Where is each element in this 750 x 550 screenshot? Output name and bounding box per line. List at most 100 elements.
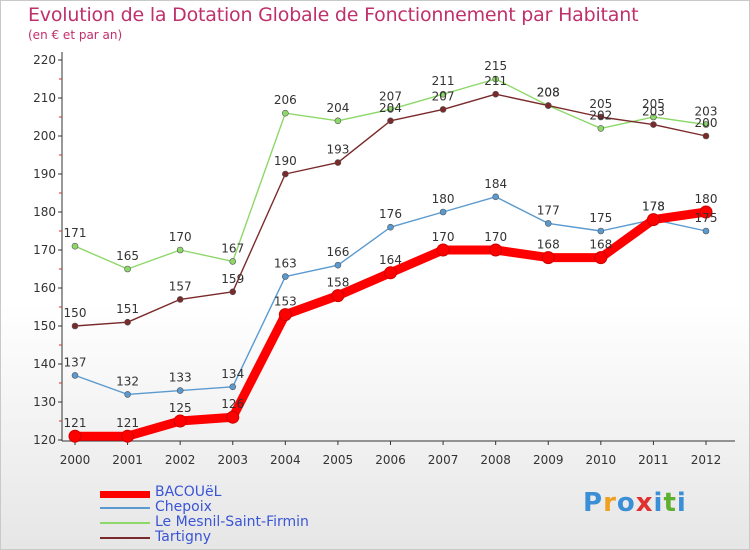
y-tick-label: 180 [33,205,56,219]
data-point [334,117,342,125]
data-point [176,296,184,303]
data-label: 175 [695,211,718,225]
data-point [541,251,555,265]
data-label: 159 [221,272,244,286]
y-tick-label: 130 [33,395,56,409]
data-point [229,383,237,391]
x-tick-label: 2004 [270,453,301,467]
data-label: 203 [695,105,718,119]
data-point [282,273,289,280]
data-label: 157 [169,279,192,293]
data-point [597,125,605,132]
x-tick-label: 2008 [480,453,511,467]
data-label: 205 [589,97,612,111]
data-label: 207 [379,89,402,103]
data-point [646,213,660,227]
data-point [173,414,187,428]
data-label: 121 [64,416,87,430]
legend-label-chepoix: Chepoix [155,499,212,515]
data-label: 170 [169,230,192,244]
y-tick-label: 190 [33,167,56,181]
data-point [387,106,394,113]
data-label: 125 [169,401,192,415]
data-point [439,106,447,113]
legend-swatch-tartigny [100,537,150,539]
logo-letter: i [676,488,687,518]
data-label: 208 [537,86,560,100]
x-tick-label: 2012 [691,453,722,467]
y-tick-label: 170 [33,243,56,257]
data-point [489,243,503,257]
legend-swatch-chepoix [100,507,150,509]
data-point [387,117,394,125]
legend-label-mesnil: Le Mesnil-Saint-Firmin [155,514,309,530]
y-tick-label: 120 [33,433,56,447]
proxiti-logo: Proxiti [583,488,687,518]
data-label: 200 [695,116,718,130]
data-point [226,410,240,424]
legend-label-bacouel: BACOUëL [155,484,222,500]
data-label: 167 [221,241,244,255]
data-label: 184 [484,177,507,191]
data-point [702,132,710,140]
y-tick-label: 220 [33,53,56,67]
data-label: 203 [642,105,665,119]
data-point [702,121,710,128]
data-label: 208 [537,86,560,100]
data-point [436,243,450,257]
data-point [71,372,79,379]
data-label: 166 [326,245,349,259]
data-label: 180 [432,192,455,206]
data-label: 171 [64,226,87,240]
x-tick-label: 2011 [638,453,669,467]
data-point [229,258,237,265]
data-point [229,288,237,296]
data-point [439,90,447,98]
data-point [124,391,131,398]
logo-letter: t [663,488,677,518]
data-label: 164 [379,253,402,267]
y-tick-label: 200 [33,129,56,143]
y-tick-label: 210 [33,91,56,105]
data-point [282,170,289,178]
data-point [597,113,605,121]
data-point [331,289,345,303]
data-label: 178 [642,200,665,214]
data-label: 204 [379,101,402,115]
data-label: 180 [695,192,718,206]
data-label: 178 [642,200,665,214]
data-point [384,266,397,280]
data-point [68,429,82,443]
data-point [597,227,605,235]
data-label: 206 [274,93,297,107]
data-point [492,193,499,201]
x-tick-label: 2005 [323,453,354,467]
data-label: 168 [589,238,612,252]
x-tick-label: 2000 [60,453,91,467]
data-point [124,265,131,273]
data-point [702,227,710,235]
legend-label-tartigny: Tartigny [155,529,211,545]
data-label: 137 [64,355,87,369]
data-label: 158 [326,276,349,290]
data-point [71,242,79,250]
data-label: 132 [116,374,139,388]
data-label: 207 [432,89,455,103]
data-point [492,90,499,98]
data-point [278,308,292,322]
data-label: 175 [589,211,612,225]
data-label: 168 [537,238,560,252]
logo-letter: x [635,488,654,518]
data-point [334,261,342,269]
x-tick-label: 2007 [428,453,459,467]
data-point [699,205,713,219]
data-label: 205 [642,97,665,111]
y-tick-label: 140 [33,357,56,371]
data-point [334,159,342,166]
data-label: 150 [64,306,87,320]
legend-swatch-bacouel [100,491,150,498]
data-point [124,318,131,326]
data-label: 153 [274,295,297,309]
data-label: 165 [116,249,139,263]
